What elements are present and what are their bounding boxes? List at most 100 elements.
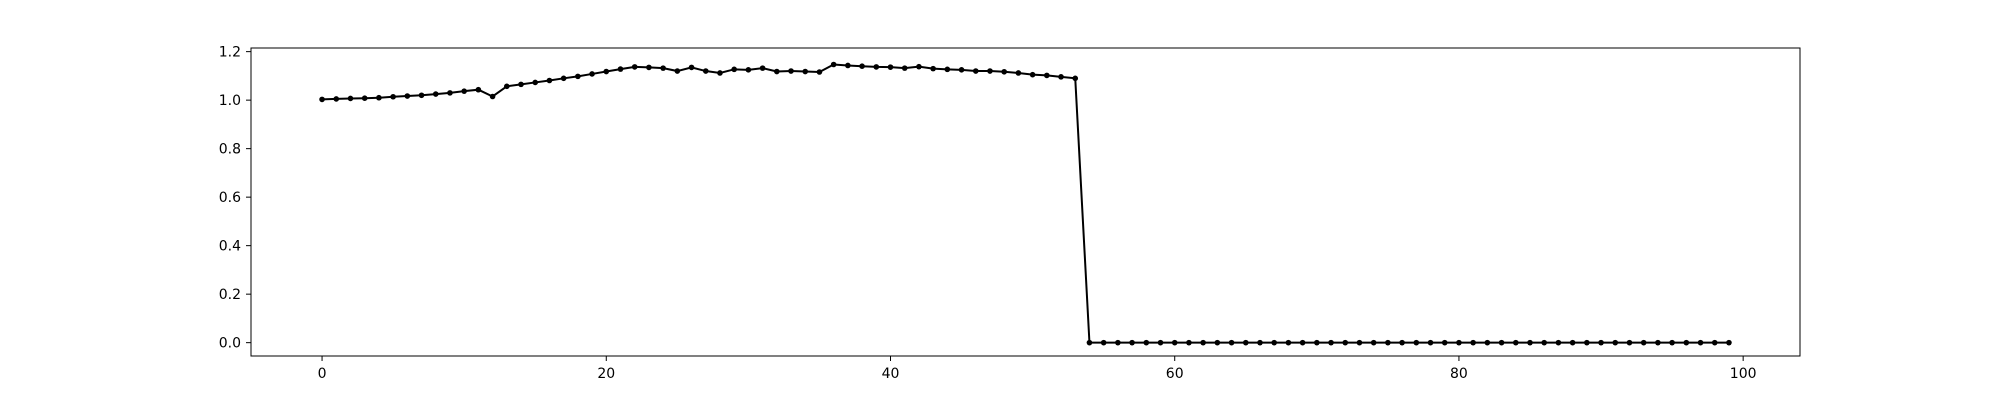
- data-point: [1342, 339, 1349, 346]
- data-point: [376, 94, 382, 101]
- data-point: [1527, 339, 1533, 346]
- data-point: [1200, 339, 1206, 346]
- x-tick-label: 100: [1730, 366, 1757, 382]
- y-tick-label: 0.4: [219, 239, 241, 255]
- data-point: [1214, 339, 1221, 346]
- data-point: [759, 65, 766, 71]
- data-point: [1001, 68, 1007, 75]
- data-point: [1285, 339, 1292, 346]
- data-point: [1640, 339, 1647, 346]
- x-tick-label: 40: [882, 366, 900, 382]
- data-point: [1228, 339, 1235, 346]
- data-point: [930, 65, 936, 72]
- data-point: [1612, 339, 1619, 346]
- data-point: [1427, 339, 1434, 346]
- data-point: [1584, 339, 1590, 346]
- data-point: [1257, 339, 1263, 346]
- data-point: [1683, 339, 1690, 346]
- data-point: [745, 67, 752, 73]
- data-point: [1058, 74, 1064, 80]
- data-point: [802, 68, 809, 75]
- data-point: [1413, 339, 1420, 346]
- data-point: [1072, 75, 1079, 82]
- data-point: [1512, 339, 1519, 346]
- data-point: [631, 64, 638, 70]
- data-point: [702, 68, 709, 74]
- data-point: [987, 68, 993, 74]
- data-point: [1299, 339, 1306, 346]
- data-point: [958, 67, 965, 73]
- data-point: [1697, 339, 1704, 346]
- data-point: [887, 64, 894, 70]
- data-point: [546, 77, 553, 84]
- data-point: [873, 64, 880, 70]
- data-point: [1157, 339, 1164, 346]
- data-point: [1242, 339, 1249, 346]
- data-point: [475, 86, 482, 93]
- data-point: [1143, 339, 1150, 346]
- data-point: [1626, 339, 1633, 346]
- data-point: [1328, 339, 1334, 346]
- data-point: [1115, 339, 1121, 346]
- x-tick-label: 60: [1166, 366, 1184, 382]
- axes-frame: [250, 47, 1801, 357]
- data-point: [1029, 71, 1036, 78]
- data-point: [489, 93, 496, 100]
- data-point: [788, 68, 794, 74]
- data-point: [944, 66, 951, 73]
- data-point: [916, 63, 922, 70]
- data-point: [518, 81, 524, 88]
- data-point: [1086, 339, 1093, 346]
- data-point: [1711, 339, 1718, 346]
- data-point: [418, 92, 425, 99]
- data-point: [1186, 339, 1192, 346]
- series-layer: [319, 61, 1732, 346]
- data-point: [603, 68, 610, 75]
- y-tick-label: 0.8: [219, 142, 241, 158]
- data-point: [1598, 339, 1604, 346]
- data-point: [674, 68, 681, 74]
- data-point: [617, 66, 624, 72]
- y-tick-label: 0.0: [219, 336, 241, 352]
- data-point: [503, 83, 510, 90]
- data-point: [319, 96, 325, 103]
- data-point: [575, 73, 581, 80]
- x-tick-label: 80: [1450, 366, 1468, 382]
- data-point: [432, 91, 439, 97]
- data-point: [1314, 339, 1320, 346]
- x-axis: 0 20 40 60 80 100: [318, 356, 1757, 382]
- data-point: [1015, 70, 1022, 76]
- data-point: [1498, 339, 1505, 346]
- data-point: [972, 68, 979, 74]
- y-tick-label: 1.0: [219, 93, 241, 109]
- data-point: [717, 70, 723, 76]
- data-point: [1669, 339, 1675, 346]
- data-point: [333, 96, 340, 102]
- data-point: [347, 95, 354, 102]
- series-line: [322, 63, 1729, 344]
- data-point: [1044, 72, 1050, 79]
- data-point: [1456, 339, 1462, 346]
- y-tick-label: 1.2: [219, 45, 241, 61]
- data-point: [1129, 339, 1135, 346]
- data-point: [1100, 339, 1107, 346]
- plot-frame: [250, 47, 1801, 357]
- data-point: [901, 65, 908, 71]
- data-point: [1385, 339, 1391, 346]
- data-point: [1484, 339, 1491, 346]
- data-point: [1541, 339, 1548, 346]
- data-point: [404, 93, 411, 99]
- data-point: [390, 93, 396, 100]
- data-point: [660, 65, 666, 71]
- data-point: [774, 68, 780, 75]
- data-point: [1555, 339, 1562, 346]
- data-point: [532, 79, 539, 86]
- data-point: [361, 95, 368, 102]
- data-point: [461, 88, 467, 94]
- data-point: [1655, 339, 1661, 346]
- x-tick-label: 0: [318, 366, 327, 382]
- data-point: [447, 90, 453, 96]
- y-axis: 0.0 0.2 0.4 0.6 0.8 1.0 1.2: [219, 45, 251, 352]
- data-point: [1569, 339, 1576, 346]
